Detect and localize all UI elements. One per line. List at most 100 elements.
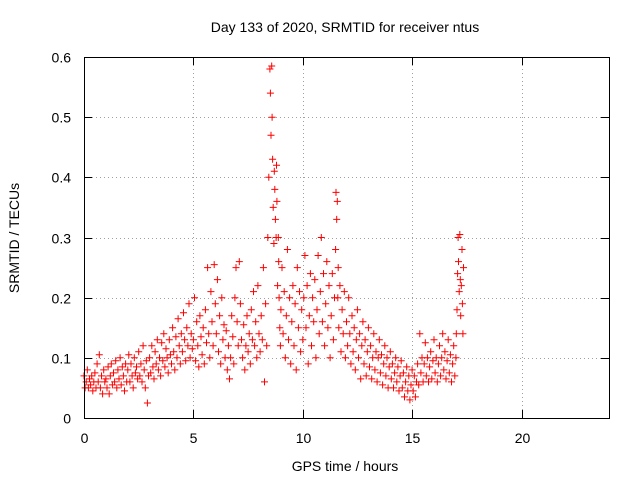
data-point — [401, 393, 408, 401]
data-point — [212, 330, 220, 338]
data-point — [398, 384, 406, 392]
data-point — [114, 366, 122, 374]
data-point — [429, 357, 437, 365]
data-point — [253, 354, 261, 362]
x-tick-label: 0 — [81, 430, 89, 446]
data-point — [163, 354, 171, 362]
data-point — [458, 246, 466, 253]
data-point — [353, 306, 361, 314]
data-point — [372, 348, 380, 356]
data-point — [420, 360, 428, 368]
data-point — [158, 339, 166, 347]
data-point — [91, 369, 99, 377]
data-point — [244, 348, 252, 356]
data-point — [278, 264, 286, 272]
data-point — [265, 173, 273, 181]
data-point — [425, 378, 432, 386]
data-point — [456, 276, 464, 284]
data-point — [177, 330, 185, 338]
data-point — [139, 342, 147, 350]
data-point — [264, 234, 272, 241]
data-point — [296, 288, 303, 296]
data-point — [338, 306, 346, 314]
data-point — [238, 336, 245, 344]
data-point — [346, 330, 354, 338]
data-point — [279, 330, 287, 338]
data-point — [135, 348, 143, 356]
data-points — [80, 62, 467, 407]
data-point — [430, 336, 438, 344]
data-point — [449, 360, 457, 368]
data-point — [360, 360, 368, 368]
data-point — [421, 339, 429, 347]
y-tick-label: 0.4 — [52, 170, 72, 186]
data-point — [358, 342, 366, 350]
data-point — [289, 282, 297, 290]
data-point — [111, 378, 119, 386]
data-point — [309, 294, 317, 302]
data-point — [187, 330, 195, 338]
data-point — [113, 384, 121, 392]
data-point — [276, 324, 284, 332]
data-point — [102, 375, 110, 383]
data-point — [98, 372, 105, 380]
data-point — [335, 324, 343, 332]
data-point — [218, 294, 226, 302]
data-point — [165, 336, 173, 344]
data-point — [318, 318, 326, 326]
data-point — [323, 258, 331, 266]
data-point — [164, 369, 172, 377]
data-point — [415, 381, 423, 389]
y-tick-label: 0.3 — [52, 231, 72, 247]
data-point — [397, 357, 405, 365]
data-point — [416, 330, 424, 338]
data-point — [230, 360, 238, 368]
data-point — [233, 318, 241, 326]
data-point — [246, 360, 254, 368]
data-point — [222, 327, 230, 335]
data-point — [378, 351, 385, 359]
plot-frame — [84, 57, 610, 419]
data-point — [223, 366, 231, 374]
data-point — [445, 369, 453, 377]
data-point — [161, 363, 169, 371]
data-point — [362, 372, 370, 380]
data-point — [185, 300, 193, 308]
data-point — [217, 360, 225, 368]
data-point — [232, 264, 240, 272]
data-point — [256, 348, 264, 356]
data-point — [166, 351, 174, 359]
data-point — [105, 390, 113, 398]
data-point — [347, 360, 355, 368]
data-point — [107, 360, 115, 368]
data-point — [321, 342, 329, 350]
data-point — [454, 270, 462, 278]
data-point — [427, 348, 435, 356]
data-point — [370, 330, 378, 338]
data-point — [137, 360, 145, 368]
data-point — [241, 366, 249, 374]
data-point — [285, 336, 292, 344]
data-point — [460, 264, 467, 272]
data-point — [374, 354, 382, 362]
data-point — [254, 282, 262, 290]
data-point — [336, 282, 344, 290]
data-point — [373, 378, 381, 386]
data-point — [227, 354, 235, 362]
data-point — [213, 276, 221, 284]
data-point — [224, 342, 232, 350]
data-point — [242, 342, 250, 350]
data-point — [442, 375, 450, 383]
data-point — [299, 336, 307, 344]
data-point — [348, 312, 356, 320]
data-point — [188, 345, 196, 353]
data-point — [262, 300, 270, 308]
data-point — [277, 306, 285, 314]
data-point — [352, 336, 360, 344]
data-point — [313, 306, 321, 314]
data-point — [124, 366, 132, 374]
x-tick-label: 20 — [515, 430, 531, 446]
data-point — [301, 252, 309, 259]
data-point — [409, 387, 417, 395]
data-point — [371, 366, 379, 374]
